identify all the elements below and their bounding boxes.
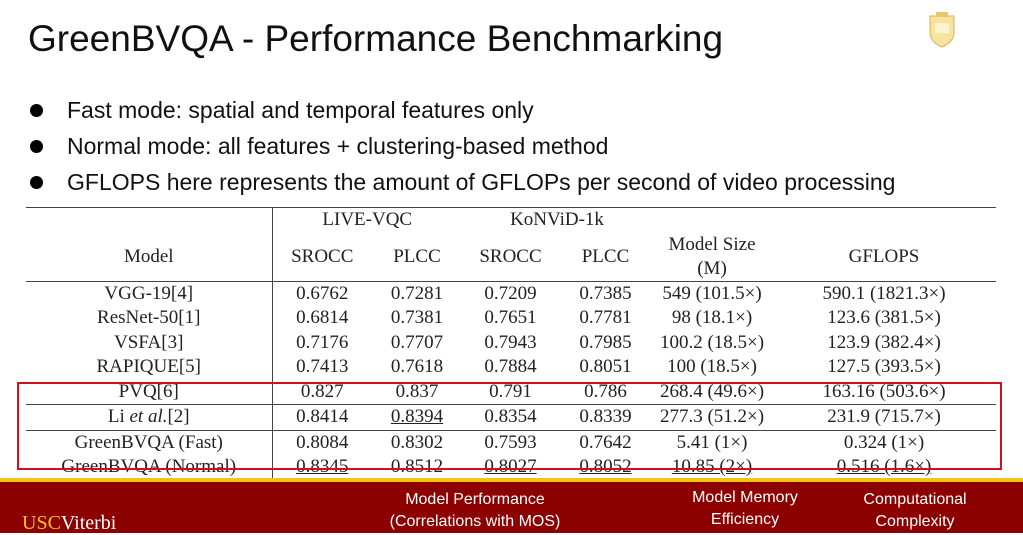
column-header: PLCC <box>581 245 630 267</box>
value-cell: 0.837 <box>395 380 439 402</box>
model-name-cell: ResNet-50[1] <box>26 306 273 331</box>
value-cell: 0.791 <box>489 380 532 402</box>
model-name-cell: GreenBVQA (Fast) <box>26 429 273 455</box>
footer-label-performance: Model Performance (Correlations with MOS) <box>389 491 561 530</box>
value-cell: 0.7884 <box>484 356 537 378</box>
value-cell: 0.6762 <box>296 282 349 304</box>
value-cell: 10.85 (2×) <box>652 455 772 481</box>
value-cell: 100.2 (18.5×) <box>659 331 765 353</box>
value-cell: 5.41 (1×) <box>652 429 772 455</box>
empty-cell <box>26 207 273 233</box>
group-header: KoNViD-1k <box>462 207 652 233</box>
value-cell: 0.7651 <box>484 307 537 329</box>
table-row: GreenBVQA (Fast) 0.8084 0.8302 0.7593 0.7642… <box>26 429 996 455</box>
footer-label-complexity: Computational Complexity <box>863 491 967 530</box>
value-cell: 0.7707 <box>390 331 444 353</box>
model-name-cell: GreenBVQA (Normal) <box>26 455 273 481</box>
value-cell: 163.16 (503.6×) <box>822 380 946 402</box>
value-cell: 0.7281 <box>390 282 444 304</box>
column-header: Model Size (M) <box>668 233 756 279</box>
value-cell: 0.827 <box>300 380 344 402</box>
bullet-list: Fast mode: spatial and temporal features… <box>30 92 895 200</box>
table-row: RAPIQUE[5] 0.7413 0.7618 0.7884 0.8051 100 (1… <box>26 355 996 380</box>
bullet-icon <box>30 103 43 117</box>
value-cell: 127.5 (393.5×) <box>827 356 941 378</box>
value-cell: 0.7618 <box>390 356 444 378</box>
value-cell: 0.8052 <box>559 455 652 481</box>
value-cell: 0.6814 <box>296 307 349 329</box>
value-cell: 0.786 <box>584 380 627 402</box>
bullet-item: Fast mode: spatial and temporal features… <box>30 92 895 128</box>
bullet-text: Fast mode: spatial and temporal features… <box>67 96 534 123</box>
value-cell: 0.8302 <box>372 429 462 455</box>
model-name-cell: Li et al.[2] <box>26 404 273 430</box>
column-header: GFLOPS <box>848 245 920 267</box>
table-row: VGG-19[4] 0.6762 0.7281 0.7209 0.7385 549 (10… <box>26 281 996 306</box>
value-cell: 0.8051 <box>579 356 632 378</box>
value-cell: 123.6 (381.5×) <box>827 307 941 329</box>
table-row: Li et al.[2] 0.8414 0.8394 0.8354 0.8339 277.… <box>26 404 996 430</box>
value-cell: 123.9 (382.4×) <box>827 331 941 353</box>
usc-viterbi-logo: USCViterbi <box>22 512 117 534</box>
value-cell: 0.7593 <box>462 429 559 455</box>
value-cell: 231.9 (715.7×) <box>772 404 996 430</box>
value-cell: 0.516 (1.6×) <box>772 455 996 481</box>
value-cell: 0.7413 <box>296 356 349 378</box>
group-header-row: LIVE-VQC KoNViD-1k <box>26 207 996 233</box>
table-row: ResNet-50[1] 0.6814 0.7381 0.7651 0.7781 98 (… <box>26 306 996 331</box>
value-cell: 0.7176 <box>296 331 349 353</box>
slide-title: GreenBVQA - Performance Benchmarking <box>28 18 724 59</box>
column-header: PLCC <box>393 245 441 267</box>
footer-label-memory: Model Memory Efficiency <box>692 489 798 528</box>
bullet-item: GFLOPS here represents the amount of GFL… <box>30 164 895 200</box>
column-header: Model <box>26 232 273 281</box>
benchmark-table: LIVE-VQC KoNViD-1k Model SROCC PLCC SROC… <box>26 207 996 481</box>
footer-bar: USCViterbi Model Performance (Correlation… <box>0 478 1023 534</box>
value-cell: 0.7943 <box>484 331 537 353</box>
value-cell: 0.8512 <box>372 455 462 481</box>
column-header: SROCC <box>479 245 542 267</box>
value-cell: 0.8084 <box>272 429 372 455</box>
value-cell: 0.324 (1×) <box>772 429 996 455</box>
highlight-box <box>17 382 1002 470</box>
bullet-text: Normal mode: all features + clustering-b… <box>67 132 609 159</box>
value-cell: 98 (18.1×) <box>671 307 753 329</box>
value-cell: 0.8414 <box>272 404 372 430</box>
header-row: Model SROCC PLCC SROCC PLCC Model Size (… <box>26 232 996 281</box>
value-cell: 0.7781 <box>579 307 632 329</box>
column-header: SROCC <box>291 245 354 267</box>
value-cell: 0.8354 <box>462 404 559 430</box>
value-cell: 100 (18.5×) <box>667 356 757 378</box>
model-name-cell: VSFA[3] <box>26 330 273 355</box>
value-cell: 0.8345 <box>272 455 372 481</box>
value-cell: 0.7985 <box>579 331 632 353</box>
bullet-item: Normal mode: all features + clustering-b… <box>30 128 895 164</box>
value-cell: 277.3 (51.2×) <box>652 404 772 430</box>
value-cell: 549 (101.5×) <box>662 282 762 304</box>
value-cell: 268.4 (49.6×) <box>659 380 765 402</box>
value-cell: 0.7209 <box>484 282 537 304</box>
value-cell: 0.8339 <box>559 404 652 430</box>
usc-seal-logo <box>929 12 955 48</box>
model-name-cell: VGG-19[4] <box>26 281 273 306</box>
empty-cell <box>652 207 996 233</box>
table-row: VSFA[3] 0.7176 0.7707 0.7943 0.7985 100.2 (18… <box>26 330 996 355</box>
value-cell: 0.7642 <box>559 429 652 455</box>
value-cell: 0.7385 <box>579 282 632 304</box>
value-cell: 590.1 (1821.3×) <box>822 282 946 304</box>
value-cell: 0.7381 <box>390 307 444 329</box>
model-name-cell: RAPIQUE[5] <box>26 355 273 380</box>
bullet-icon <box>30 175 43 189</box>
value-cell: 0.8394 <box>372 404 462 430</box>
bullet-text: GFLOPS here represents the amount of GFL… <box>67 168 896 195</box>
group-header: LIVE-VQC <box>272 207 462 233</box>
bullet-icon <box>30 139 43 153</box>
table-row: GreenBVQA (Normal) 0.8345 0.8512 0.8027 0.80… <box>26 455 996 481</box>
